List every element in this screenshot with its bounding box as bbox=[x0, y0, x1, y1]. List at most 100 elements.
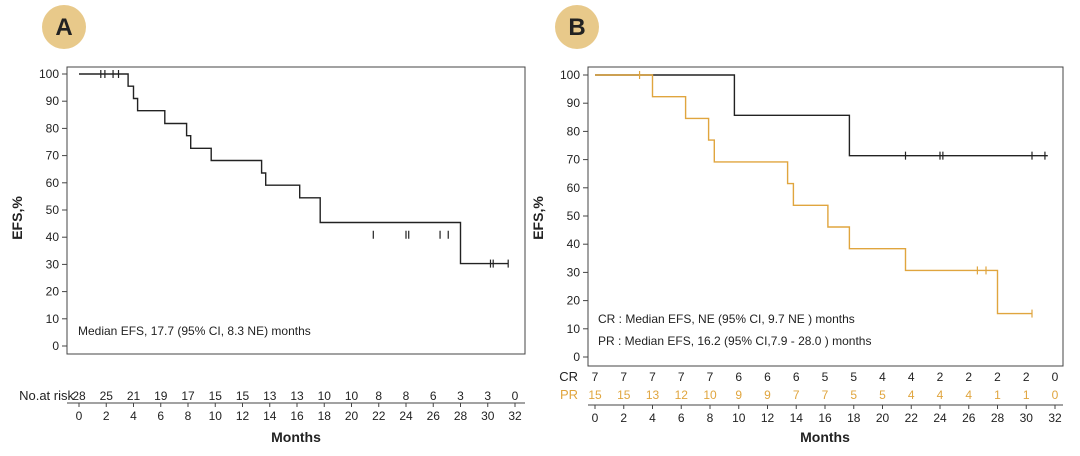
panel-b-risk-count: 4 bbox=[965, 388, 972, 402]
panel-b-risk-count: 4 bbox=[937, 388, 944, 402]
panel-b-risk-count: 7 bbox=[620, 370, 627, 384]
panel-a-risk-count: 21 bbox=[127, 389, 141, 403]
panel-b-y-tick-label: 40 bbox=[567, 237, 581, 251]
panel-b-y-tick-label: 70 bbox=[567, 153, 581, 167]
panel-b-risk-row-label: PR bbox=[560, 387, 578, 402]
panel-b-x-tick-label: 32 bbox=[1048, 411, 1062, 425]
panel-b: B EFS,% Months CR : Median EFS, NE (95% … bbox=[530, 5, 1064, 445]
panel-b-y-tick-label: 50 bbox=[567, 209, 581, 223]
panel-b-risk-count: 9 bbox=[764, 388, 771, 402]
panel-b-x-tick-label: 18 bbox=[847, 411, 861, 425]
panel-b-x-tick-label: 0 bbox=[592, 411, 599, 425]
panel-b-y-tick-label: 80 bbox=[567, 124, 581, 138]
panel-b-x-tick-label: 4 bbox=[649, 411, 656, 425]
panel-a-x-tick-label: 32 bbox=[508, 409, 522, 423]
panel-a-x-tick-label: 14 bbox=[263, 409, 277, 423]
panel-b-y-tick-label: 60 bbox=[567, 181, 581, 195]
panel-a-x-tick-label: 16 bbox=[290, 409, 304, 423]
panel-a-y-tick-label: 60 bbox=[46, 176, 60, 190]
panel-b-risk-count: 2 bbox=[994, 370, 1001, 384]
panel-a-y-tick-label: 100 bbox=[39, 67, 59, 81]
panel-a-plot-frame bbox=[66, 66, 526, 355]
panel-b-risk-count: 2 bbox=[1023, 370, 1030, 384]
panel-a-x-tick-label: 22 bbox=[372, 409, 386, 423]
panel-a-x-tick-label: 12 bbox=[236, 409, 250, 423]
panel-b-x-tick-label: 20 bbox=[876, 411, 890, 425]
panel-a-risk-count: 10 bbox=[318, 389, 332, 403]
panel-a-x-tick-label: 28 bbox=[454, 409, 468, 423]
panel-a-x-tick-label: 24 bbox=[399, 409, 413, 423]
panel-b-x-tick-label: 2 bbox=[620, 411, 627, 425]
panel-a-x-tick-label: 10 bbox=[209, 409, 223, 423]
panel-a-risk-count: 10 bbox=[345, 389, 359, 403]
panel-b-risk-count: 9 bbox=[735, 388, 742, 402]
panel-b-x-axis-title: Months bbox=[800, 429, 850, 445]
panel-b-y-tick-label: 100 bbox=[560, 68, 580, 82]
panel-b-x-tick-label: 12 bbox=[761, 411, 775, 425]
panel-a-risk-count: 0 bbox=[512, 389, 519, 403]
panel-b-risk-count: 7 bbox=[707, 370, 714, 384]
panel-b-risk-count: 2 bbox=[965, 370, 972, 384]
panel-b-x-tick-label: 14 bbox=[790, 411, 804, 425]
panel-a-series-0-line bbox=[79, 73, 509, 265]
panel-b-risk-count: 6 bbox=[793, 370, 800, 384]
panel-a-y-tick-label: 0 bbox=[52, 339, 59, 353]
panel-b-risk-count: 5 bbox=[822, 370, 829, 384]
badge-a-circle bbox=[42, 5, 86, 49]
panel-a-y-tick-label: 70 bbox=[46, 149, 60, 163]
panel-a-x-tick-label: 30 bbox=[481, 409, 495, 423]
panel-b-x-tick-label: 6 bbox=[678, 411, 685, 425]
panel-a-y-tick-label: 40 bbox=[46, 230, 60, 244]
panel-a-risk-count: 15 bbox=[236, 389, 250, 403]
panel-b-x-tick-label: 24 bbox=[933, 411, 947, 425]
panel-a-x-tick-label: 6 bbox=[157, 409, 164, 423]
badge-b-label: B bbox=[568, 14, 585, 41]
panel-b-risk-count: 13 bbox=[646, 388, 660, 402]
panel-b-y-tick-label: 10 bbox=[567, 322, 581, 336]
panel-b-cr-median-annotation: CR : Median EFS, NE (95% CI, 9.7 NE ) mo… bbox=[598, 312, 855, 326]
panel-a-risk-count: 19 bbox=[154, 389, 168, 403]
panel-a-y-tick-label: 10 bbox=[46, 312, 60, 326]
panel-a-risk-count: 25 bbox=[100, 389, 114, 403]
panel-a-risk-count: 13 bbox=[263, 389, 277, 403]
panel-a-x-tick-label: 8 bbox=[185, 409, 192, 423]
panel-b-y-tick-label: 30 bbox=[567, 265, 581, 279]
panel-b-risk-count: 0 bbox=[1052, 388, 1059, 402]
panel-a-x-tick-label: 2 bbox=[103, 409, 110, 423]
panel-b-risk-count: 6 bbox=[764, 370, 771, 384]
panel-b-x-tick-label: 10 bbox=[732, 411, 746, 425]
panel-b-risk-count: 2 bbox=[937, 370, 944, 384]
panel-b-risk-count: 12 bbox=[675, 388, 689, 402]
panel-a-risk-count: 17 bbox=[181, 389, 195, 403]
panel-b-risk-count: 1 bbox=[994, 388, 1001, 402]
panel-b-y-tick-label: 0 bbox=[573, 350, 580, 364]
panel-b-risk-count: 15 bbox=[588, 388, 602, 402]
panel-b-risk-count: 4 bbox=[908, 388, 915, 402]
panel-a-y-tick-label: 50 bbox=[46, 203, 60, 217]
panel-a-risk-count: 8 bbox=[403, 389, 410, 403]
panel-b-x-tick-label: 8 bbox=[707, 411, 714, 425]
panel-a-x-tick-label: 26 bbox=[427, 409, 441, 423]
panel-b-risk-count: 4 bbox=[879, 370, 886, 384]
panel-b-y-tick-label: 20 bbox=[567, 294, 581, 308]
panel-b-risk-count: 0 bbox=[1052, 370, 1059, 384]
panel-b-risk-count: 1 bbox=[1023, 388, 1030, 402]
panel-a: A EFS,% Months Median EFS, 17.7 (95% CI,… bbox=[9, 5, 526, 445]
panel-b-risk-count: 5 bbox=[850, 388, 857, 402]
panel-a-risk-count: 8 bbox=[375, 389, 382, 403]
panel-b-risk-count: 6 bbox=[735, 370, 742, 384]
panel-a-y-tick-label: 20 bbox=[46, 285, 60, 299]
panel-a-y-tick-label: 90 bbox=[46, 94, 60, 108]
panel-a-risk-count: 3 bbox=[457, 389, 464, 403]
panel-b-x-tick-label: 28 bbox=[991, 411, 1005, 425]
panel-b-risk-count: 7 bbox=[793, 388, 800, 402]
panel-b-x-tick-label: 26 bbox=[962, 411, 976, 425]
panel-a-risk-count: 3 bbox=[484, 389, 491, 403]
panel-a-x-tick-label: 20 bbox=[345, 409, 359, 423]
panel-b-series-pr-line bbox=[595, 74, 1032, 315]
panel-a-risk-count: 13 bbox=[290, 389, 304, 403]
